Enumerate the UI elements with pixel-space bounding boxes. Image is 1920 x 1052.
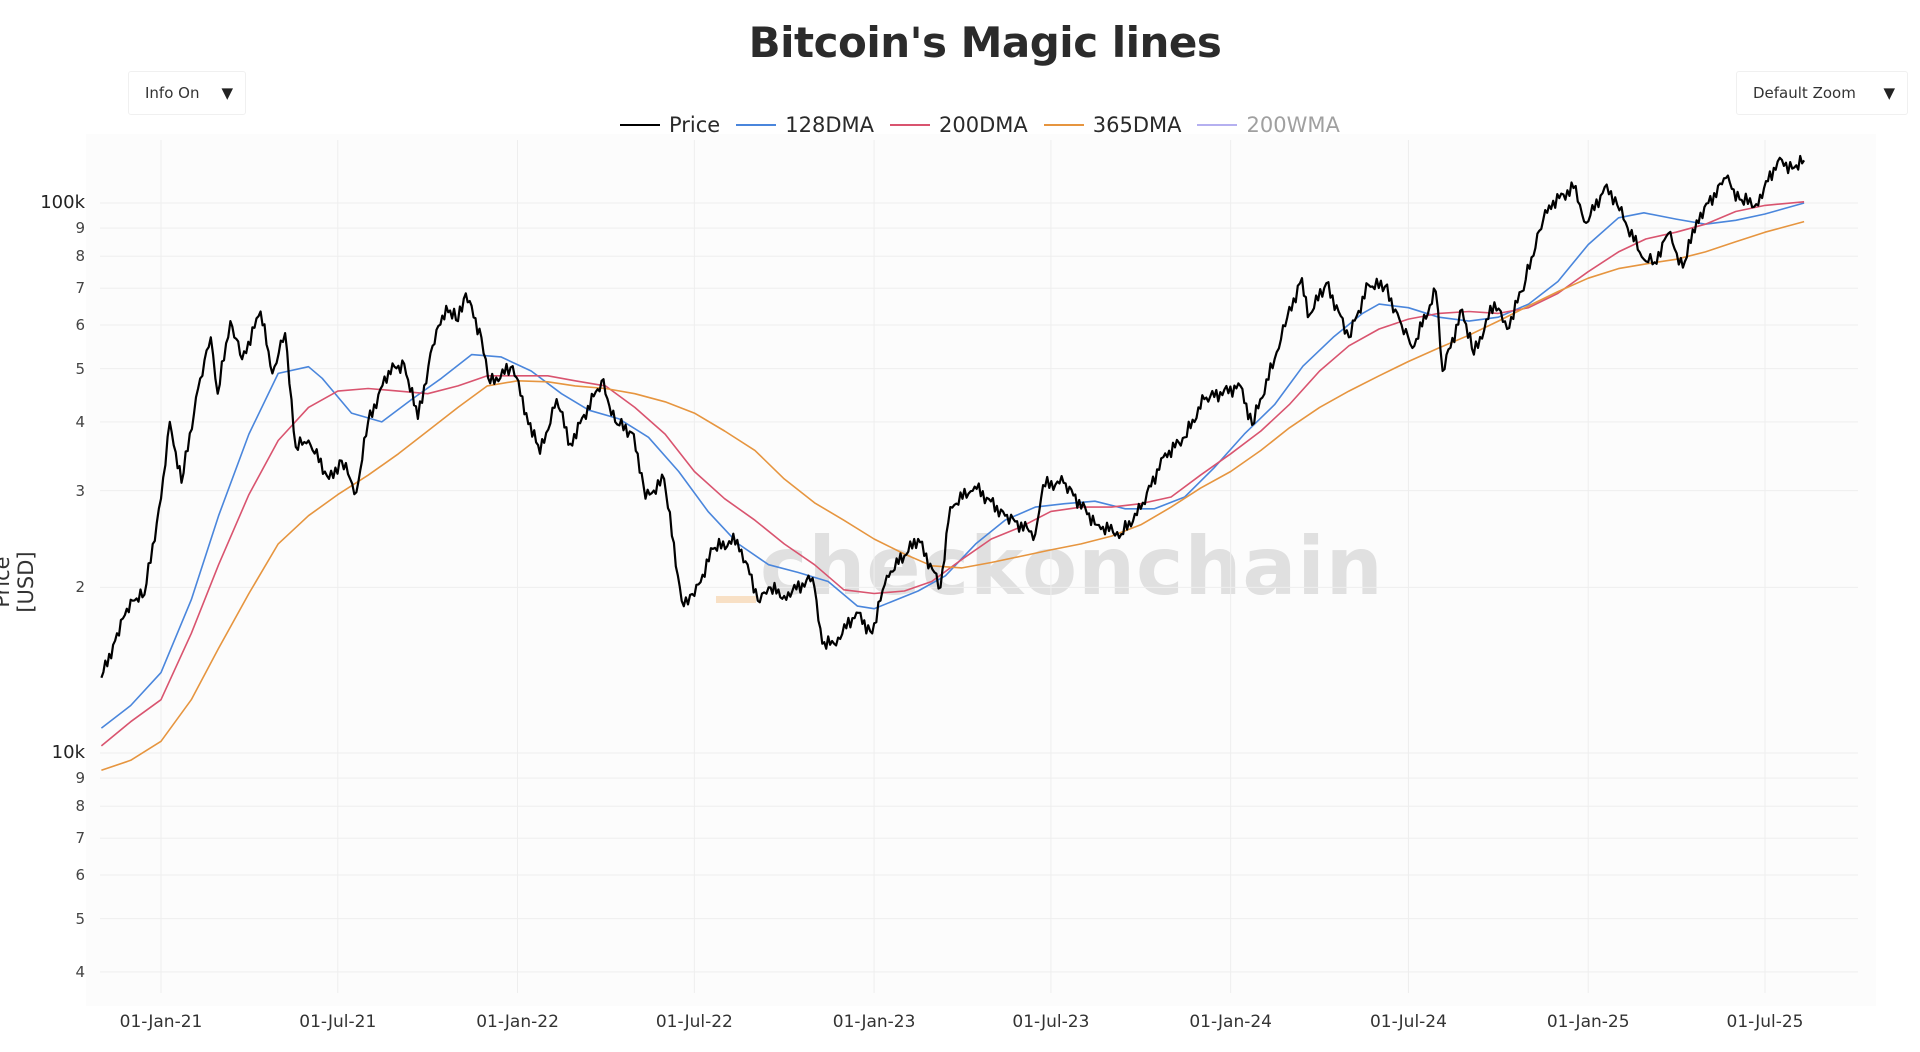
- chart-title: Bitcoin's Magic lines: [748, 18, 1222, 67]
- watermark-bar: [716, 596, 756, 603]
- zoom-dropdown[interactable]: Default Zoom ▼: [1736, 71, 1908, 115]
- y-tick-label: 9: [75, 769, 85, 788]
- legend-line-icon: [889, 124, 930, 126]
- chart-legend: Price 128DMA 200DMA 365DMA 200WMA: [620, 111, 1356, 139]
- x-tick-label: 01-Jul-21: [299, 1012, 377, 1032]
- watermark: checkonchain: [760, 520, 1384, 613]
- y-tick-label: 5: [75, 359, 85, 378]
- series-line-200dma: [100, 201, 1805, 747]
- legend-label: Price: [669, 113, 721, 137]
- zoom-dropdown-value: Default Zoom: [1753, 84, 1856, 102]
- x-tick-label: 01-Jan-21: [119, 1012, 203, 1032]
- x-tick-label: 01-Jul-24: [1369, 1012, 1447, 1032]
- y-tick-label: 7: [75, 279, 85, 298]
- y-tick-label: 2: [75, 578, 85, 597]
- legend-line-icon: [620, 124, 660, 126]
- x-tick-label: 01-Jul-25: [1726, 1012, 1804, 1032]
- legend-label: 200WMA: [1246, 113, 1340, 137]
- legend-label: 365DMA: [1092, 113, 1182, 137]
- y-tick-label: 5: [75, 909, 85, 928]
- series-lines: [100, 154, 1806, 772]
- y-tick-label: 9: [75, 219, 85, 238]
- x-tick-label: 01-Jan-22: [476, 1012, 559, 1032]
- y-tick-label: 3: [75, 481, 85, 500]
- y-tick-label: 10k: [51, 742, 85, 763]
- y-tick-label: 8: [75, 247, 85, 266]
- y-tick-label: 8: [75, 797, 85, 816]
- y-tick-label: 6: [75, 316, 85, 335]
- legend-item-200dma[interactable]: 200DMA: [889, 113, 1028, 137]
- y-tick-label: 7: [75, 829, 85, 848]
- y-tick-label: 4: [75, 962, 85, 981]
- y-tick-label: 6: [75, 866, 85, 885]
- info-dropdown-value: Info On: [145, 84, 200, 102]
- legend-label: 200DMA: [938, 113, 1028, 137]
- y-tick-label: 100k: [40, 192, 85, 213]
- legend-item-128dma[interactable]: 128DMA: [736, 113, 874, 137]
- x-tick-label: 01-Jan-24: [1189, 1012, 1272, 1032]
- legend-item-200wma[interactable]: 200WMA: [1197, 113, 1340, 137]
- x-tick-label: 01-Jul-22: [655, 1012, 733, 1032]
- info-toggle-dropdown[interactable]: Info On ▼: [128, 71, 246, 115]
- chevron-down-icon: ▼: [1883, 84, 1895, 102]
- legend-line-icon: [736, 124, 777, 126]
- series-line-128dma: [100, 202, 1805, 729]
- legend-line-icon: [1197, 124, 1238, 126]
- legend-label: 128DMA: [785, 113, 874, 137]
- series-line-365dma: [101, 220, 1805, 772]
- x-tick-label: 01-Jan-25: [1546, 1012, 1630, 1032]
- y-tick-label: 4: [75, 412, 85, 431]
- legend-line-icon: [1043, 124, 1084, 126]
- series-line-price: [100, 154, 1806, 679]
- x-tick-label: 01-Jul-23: [1012, 1012, 1090, 1032]
- chevron-down-icon: ▼: [221, 84, 233, 102]
- legend-item-price[interactable]: Price: [620, 113, 720, 137]
- legend-item-365dma[interactable]: 365DMA: [1043, 113, 1182, 137]
- x-tick-label: 01-Jan-23: [832, 1012, 916, 1032]
- gridlines: [100, 140, 1858, 993]
